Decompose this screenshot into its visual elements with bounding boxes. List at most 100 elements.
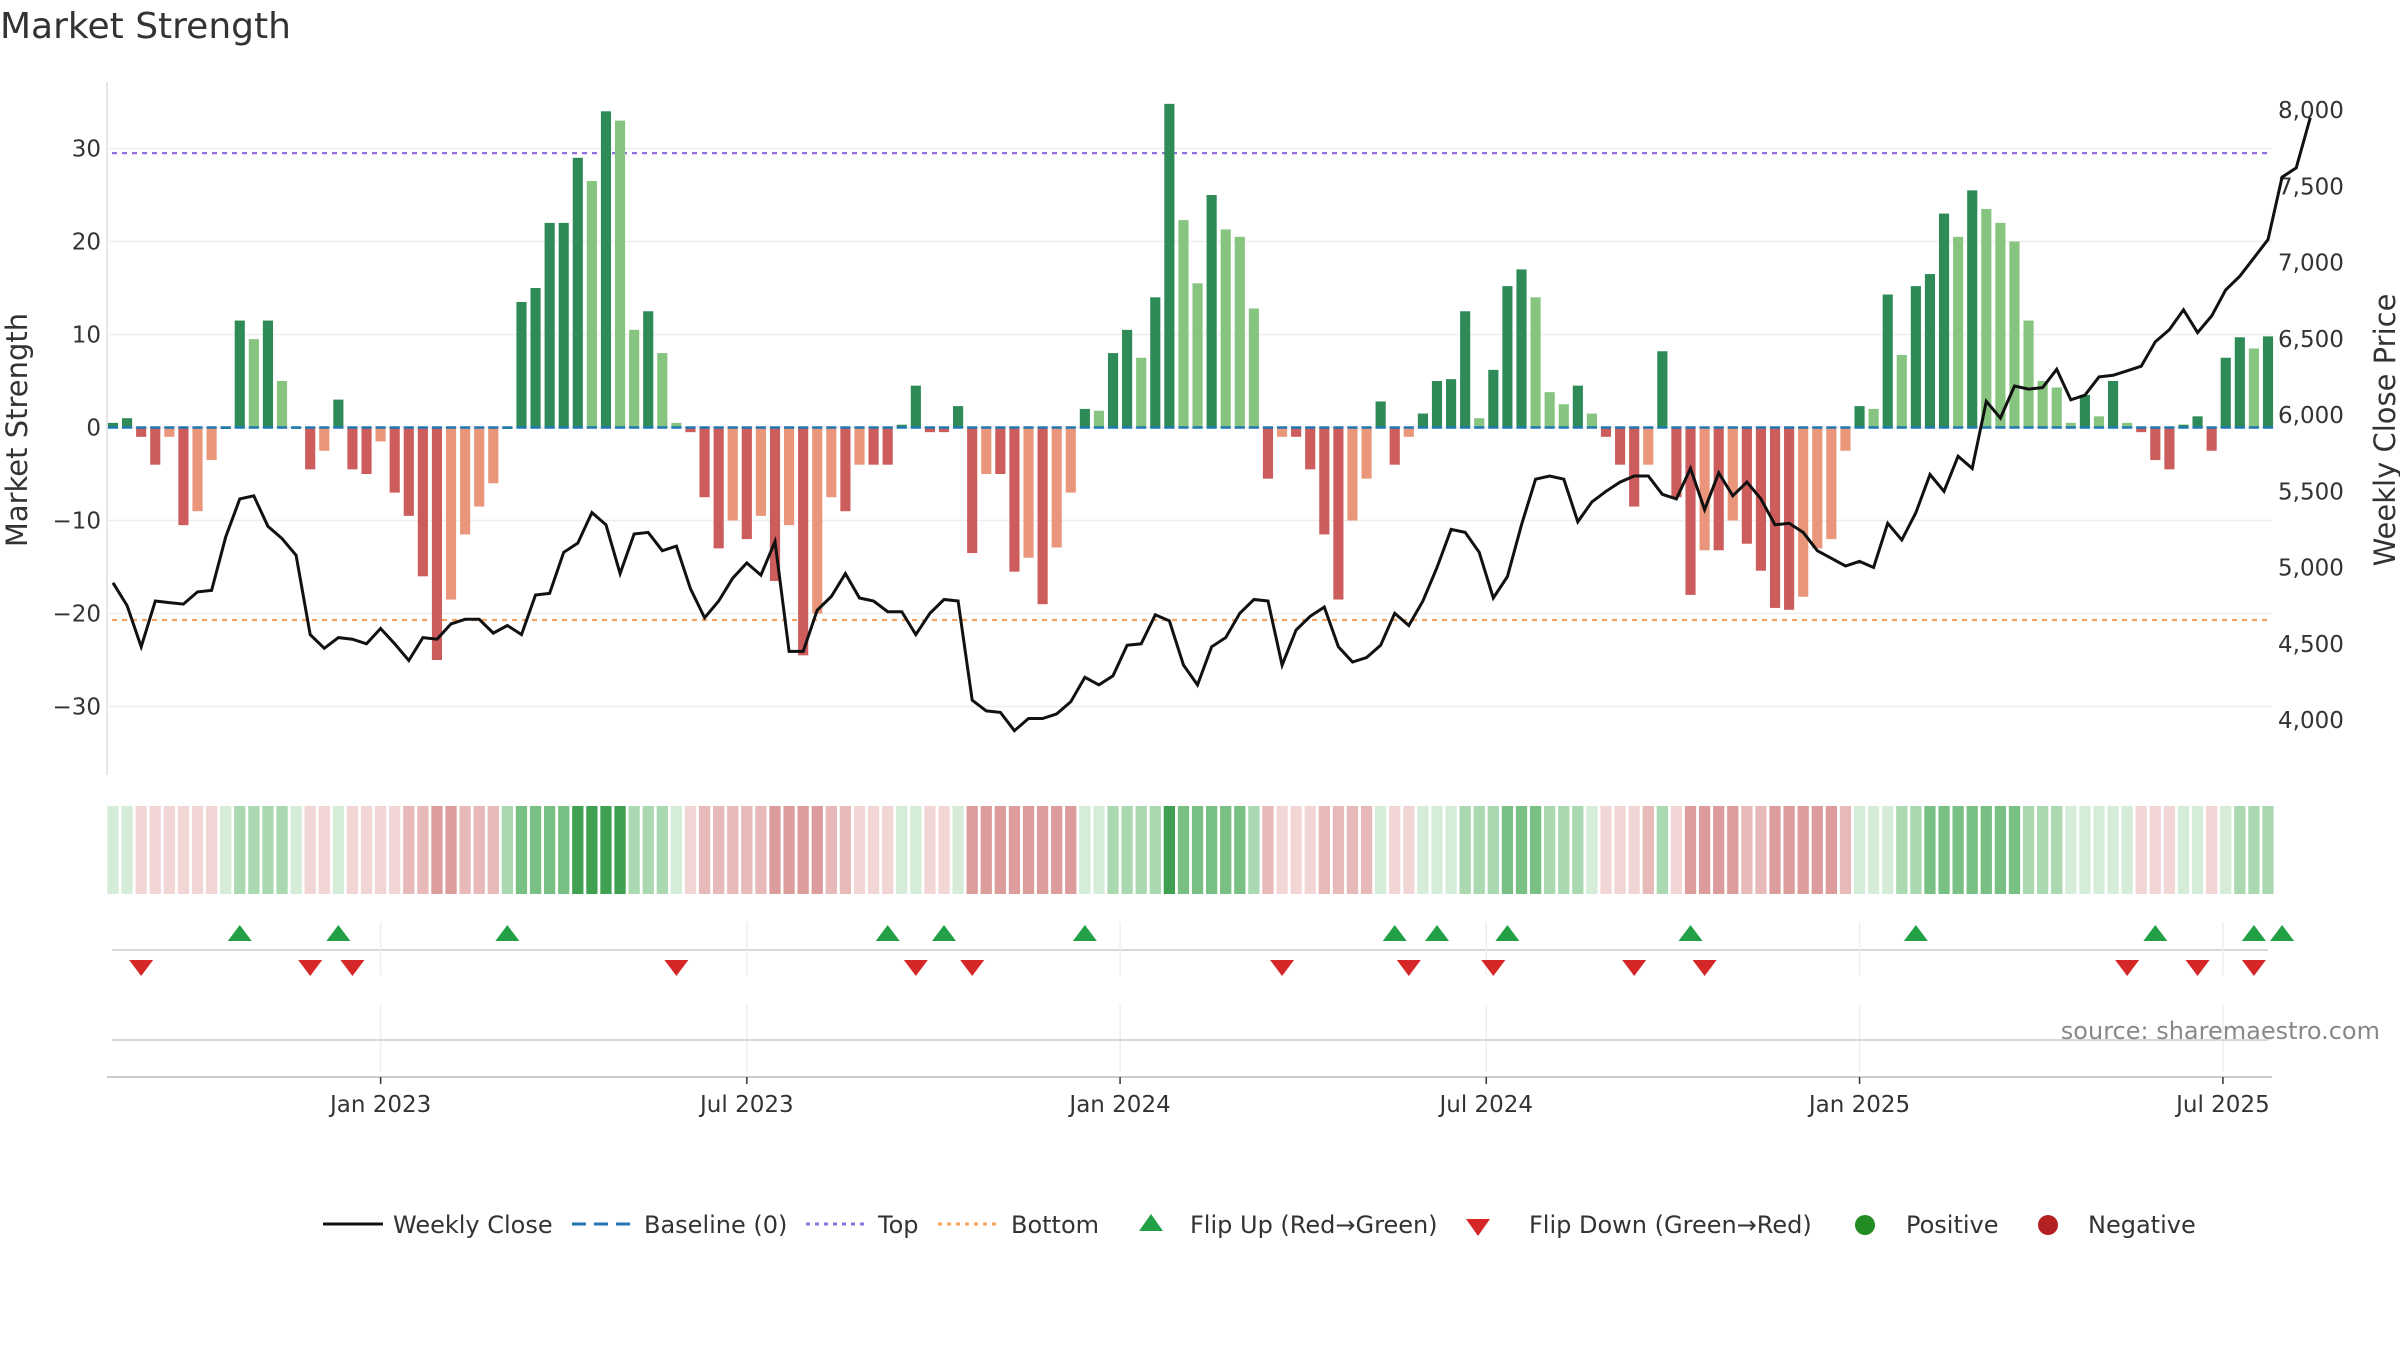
flip-panel-gridlines [379, 922, 2224, 975]
y2-tick-label: 7,500 [2278, 174, 2344, 200]
heat-cell [515, 806, 528, 894]
strength-bar [924, 427, 935, 433]
strength-bar [1474, 418, 1485, 428]
strength-bars [107, 103, 2274, 660]
strength-bar [1431, 381, 1443, 428]
strength-bar [1558, 404, 1569, 428]
heat-cell [473, 806, 485, 894]
heat-cell [1783, 806, 1795, 894]
flip-down-marker [129, 960, 154, 976]
strength-bar [1446, 379, 1457, 428]
heat-cell [1036, 806, 1049, 894]
strength-bar [1685, 427, 1696, 595]
heat-cell [1205, 806, 1218, 894]
strength-bar [1784, 427, 1795, 610]
flip-up-marker [2143, 925, 2168, 941]
x-tick-label: Jan 2024 [1067, 1092, 1170, 1118]
strength-bar [1093, 410, 1105, 428]
strength-bar [727, 427, 738, 521]
heat-cell [994, 806, 1006, 894]
strength-bar [319, 427, 330, 451]
heat-cell [1318, 806, 1330, 894]
heat-cell [360, 806, 373, 894]
heat-cell [1600, 806, 1612, 894]
heat-cell [882, 806, 894, 894]
strength-bar [1530, 297, 1541, 428]
flip-up-marker [326, 925, 351, 941]
heat-cell [952, 806, 964, 894]
strength-bar [614, 120, 626, 428]
heat-cell [558, 806, 570, 894]
strength-bar [262, 320, 274, 428]
heat-cell [839, 806, 852, 894]
strength-bar [389, 427, 400, 493]
strength-bar [741, 427, 752, 540]
strength-bar [1248, 308, 1259, 428]
heat-cell [1389, 806, 1401, 894]
strength-bar [1107, 353, 1119, 428]
heat-cell [1853, 806, 1866, 894]
strength-bar [2178, 424, 2189, 428]
strength-bar [1713, 427, 1724, 551]
strength-bar [572, 157, 583, 428]
heat-cell [1529, 806, 1542, 894]
strength-bar [699, 427, 710, 498]
y2-tick-label: 5,000 [2278, 556, 2344, 582]
strength-bar [1643, 427, 1654, 465]
heat-cell [980, 806, 992, 894]
heat-cell [1656, 806, 1668, 894]
strength-bar [1798, 427, 1809, 597]
heat-cell [487, 806, 499, 894]
heat-cell [1642, 806, 1654, 894]
strength-bar [713, 427, 724, 549]
strength-bar [488, 427, 499, 484]
strength-bar [2136, 427, 2147, 433]
strength-bar [2220, 357, 2231, 428]
strength-bar [136, 427, 147, 437]
strength-bar [460, 427, 471, 535]
flip-up-marker [932, 925, 957, 941]
heat-cell [1107, 806, 1119, 894]
heat-cell [332, 806, 344, 894]
strength-bar [1741, 427, 1752, 544]
strength-bar [1502, 286, 1513, 428]
strength-bar [1403, 427, 1414, 437]
strength-bar [2122, 422, 2133, 428]
strength-bar [431, 427, 443, 660]
legend-label-top: Top [877, 1211, 919, 1239]
heat-cell [1304, 806, 1316, 894]
heat-cell [1487, 806, 1499, 894]
heat-cell [1980, 806, 1992, 894]
legend-label-flip-up: Flip Up (Red→Green) [1190, 1211, 1438, 1239]
heat-cell [1882, 806, 1894, 894]
heat-cell [1403, 806, 1415, 894]
heat-cell [417, 806, 429, 894]
strength-bar [826, 427, 837, 498]
strength-bar [1572, 385, 1583, 428]
heat-cell [1445, 806, 1457, 894]
strength-bar [445, 427, 457, 600]
heat-cell [346, 806, 359, 894]
strength-bar [206, 427, 217, 461]
strength-bar [1262, 427, 1274, 479]
positive-dot-icon [1855, 1215, 1875, 1235]
heat-cell [572, 806, 584, 894]
legend-item-bottom: Bottom [938, 1211, 1099, 1239]
strength-bar [1178, 220, 1189, 428]
strength-bar [1727, 427, 1738, 521]
strength-bar [1910, 286, 1921, 428]
strength-bar [1206, 195, 1217, 428]
flip-down-marker [1692, 960, 1717, 976]
strength-bar [953, 406, 964, 428]
strength-bar [1854, 406, 1865, 428]
y2-tick-label: 6,500 [2278, 327, 2344, 353]
flip-up-marker [875, 925, 900, 941]
heat-cell [2065, 806, 2077, 894]
strength-bar [2051, 387, 2062, 428]
heat-cell [1797, 806, 1809, 894]
heat-cell [825, 806, 837, 894]
strength-bar [248, 339, 259, 428]
heat-cell [234, 806, 246, 894]
heat-cell [1501, 806, 1514, 894]
strength-bar [2248, 348, 2259, 428]
